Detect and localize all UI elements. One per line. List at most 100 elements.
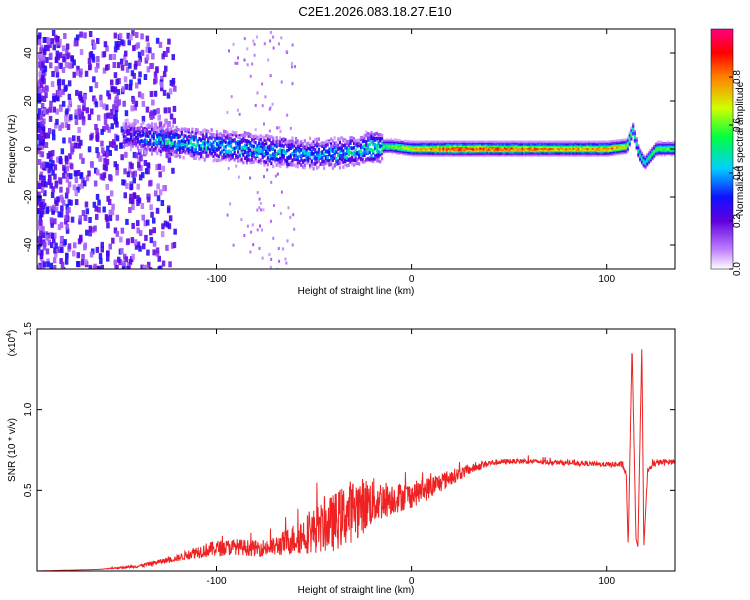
noise-cell: [37, 264, 41, 269]
noise-cell: [291, 43, 294, 47]
ridge-cell: [581, 148, 584, 152]
noise-cell: [102, 103, 106, 110]
ridge-cell: [639, 155, 642, 158]
noise-cell: [115, 169, 119, 176]
ridge-cell: [628, 141, 631, 144]
noise-cell: [60, 122, 65, 129]
ridge-cell: [572, 153, 575, 156]
ridge-cell: [330, 144, 333, 149]
ridge-cell: [479, 147, 482, 150]
ridge-cell: [530, 143, 533, 146]
ridge-cell: [414, 142, 417, 145]
ridge-cell: [661, 143, 665, 146]
ridge-cell: [521, 140, 524, 143]
ridge-cell: [547, 143, 550, 146]
ridge-cell: [133, 137, 136, 142]
noise-cell: [37, 237, 41, 244]
ridge-cell: [431, 151, 435, 154]
noise-cell: [120, 39, 124, 46]
ridge-cell: [593, 144, 596, 147]
ridge-cell: [384, 146, 387, 149]
noise-cell: [76, 252, 80, 259]
ridge-cell: [574, 151, 577, 154]
ridge-cell: [491, 140, 494, 143]
ridge-cell: [149, 138, 152, 142]
noise-cell: [252, 148, 255, 152]
ridge-cell: [163, 123, 166, 128]
noise-cell: [159, 81, 164, 88]
ridge-cell: [400, 151, 403, 154]
noise-cell: [113, 86, 118, 93]
ridge-cell: [461, 143, 464, 146]
noise-cell: [256, 208, 259, 212]
ridge-cell: [382, 143, 385, 146]
noise-cell: [111, 237, 115, 244]
ridge-cell: [349, 138, 352, 142]
noise-cell: [227, 167, 230, 171]
noise-cell: [285, 261, 288, 265]
noise-cell: [42, 202, 47, 209]
ridge-cell: [194, 150, 197, 154]
ridge-cell: [517, 140, 521, 143]
ridge-cell: [509, 153, 512, 156]
ridge-cell: [152, 129, 155, 133]
ridge-cell: [546, 140, 549, 143]
ridge-cell: [493, 147, 496, 150]
ridge-cell: [437, 146, 440, 149]
ridge-cell: [498, 153, 501, 156]
ridge-cell: [553, 153, 556, 156]
ridge-cell: [481, 154, 484, 157]
noise-cell: [52, 237, 56, 244]
ridge-cell: [316, 144, 319, 148]
ridge-cell: [460, 148, 463, 152]
ridge-cell: [305, 153, 308, 158]
ridge-cell: [421, 140, 424, 143]
ridge-cell: [300, 154, 303, 158]
ridge-cell: [419, 142, 422, 145]
noise-cell: [269, 265, 272, 269]
ridge-cell: [172, 141, 175, 145]
ridge-cell: [568, 144, 572, 147]
ridge-cell: [186, 138, 189, 142]
ridge-cell: [463, 151, 466, 154]
ridge-cell: [614, 143, 617, 146]
noise-cell: [139, 165, 143, 172]
noise-cell: [72, 71, 76, 78]
noise-cell: [124, 60, 128, 67]
noise-cell: [123, 192, 127, 199]
noise-cell: [61, 199, 66, 206]
noise-cell: [89, 251, 94, 258]
ridge-cell: [640, 159, 644, 162]
ridge-cell: [373, 146, 377, 151]
ridge-cell: [433, 143, 436, 146]
ridge-cell: [537, 153, 540, 156]
ridge-cell: [147, 141, 150, 145]
ridge-cell: [619, 141, 622, 144]
ridge-cell: [235, 131, 238, 135]
ridge-cell: [149, 124, 152, 128]
ridge-cell: [338, 165, 341, 170]
ridge-cell: [270, 156, 273, 161]
ridge-cell: [124, 130, 127, 134]
ridge-cell: [407, 140, 410, 143]
noise-cell: [64, 84, 68, 91]
ridge-cell: [525, 148, 528, 152]
ridge-cell: [128, 138, 131, 142]
ridge-cell: [163, 137, 166, 141]
ridge-cell: [572, 147, 575, 150]
ridge-cell: [145, 131, 148, 136]
ridge-cell: [382, 142, 385, 145]
noise-cell: [78, 218, 82, 225]
ridge-cell: [505, 154, 508, 157]
ridge-cell: [523, 144, 526, 147]
noise-cell: [136, 241, 141, 248]
ridge-cell: [670, 154, 673, 157]
noise-cell: [172, 242, 177, 248]
ridge-cell: [607, 141, 610, 145]
ridge-cell: [201, 133, 205, 137]
ridge-cell: [245, 139, 248, 143]
ridge-cell: [477, 153, 480, 156]
ridge-cell: [122, 125, 125, 129]
ridge-cell: [126, 143, 129, 147]
ridge-cell: [424, 148, 428, 152]
